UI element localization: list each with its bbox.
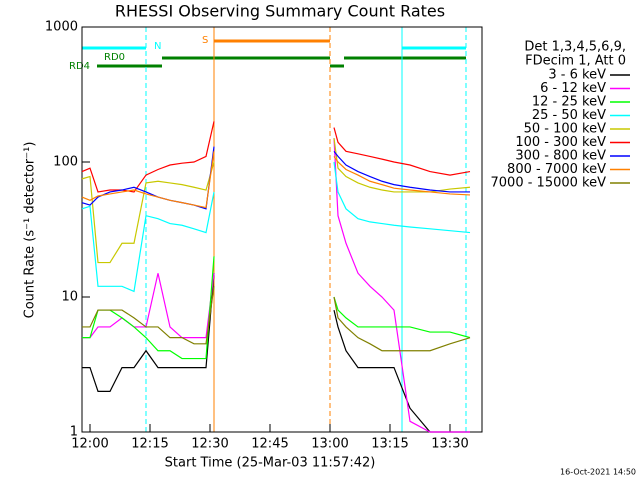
legend-label: 300 - 800 keV — [515, 149, 606, 164]
flag-label: N — [154, 41, 161, 52]
legend-label: 12 - 25 keV — [532, 95, 606, 110]
series-line — [81, 146, 215, 210]
x-axis-label: Start Time (25-Mar-03 11:57:42) — [165, 456, 376, 471]
chart-title: RHESSI Observing Summary Count Rates — [115, 2, 445, 21]
series-line — [82, 273, 215, 392]
y-axis-label: Count Rate (s⁻¹ detector⁻¹) — [23, 142, 38, 319]
flag-label: RD0 — [104, 52, 125, 63]
legend-title: Det 1,3,4,5,6,9, — [524, 40, 626, 55]
legend-label: 3 - 6 keV — [548, 68, 606, 83]
y-tick-label: 100 — [53, 155, 78, 170]
series-line — [333, 161, 471, 234]
x-tick-label: 12:15 — [131, 437, 168, 452]
y-tick-label: 1000 — [45, 20, 78, 35]
flag-label: RD4 — [69, 61, 90, 72]
series-line — [81, 191, 215, 293]
series-line — [81, 151, 215, 209]
x-tick-label: 13:30 — [431, 437, 468, 452]
event-lines — [81, 27, 467, 432]
series-line — [333, 296, 471, 352]
legend-label: 100 - 300 keV — [515, 135, 606, 150]
legend-label: 6 - 12 keV — [540, 81, 606, 96]
x-tick-label: 12:45 — [251, 437, 288, 452]
legend-label: 50 - 100 keV — [524, 122, 607, 137]
footer: 16-Oct-2021 14:50 — [560, 468, 636, 477]
y-tick-label: 10 — [61, 290, 78, 305]
series-line — [333, 138, 470, 433]
series-line — [81, 121, 215, 193]
legend-label: 800 - 7000 keV — [507, 162, 606, 177]
flag-bars — [82, 39, 466, 68]
series-line — [333, 127, 471, 176]
series-line — [333, 150, 470, 193]
series-line — [82, 286, 215, 345]
legend-title: FDecim 1, Att 0 — [525, 54, 626, 69]
x-tick-label: 13:15 — [371, 437, 408, 452]
series-line — [81, 161, 215, 264]
x-tick-label: 13:00 — [311, 437, 348, 452]
flag-label: S — [202, 35, 208, 46]
x-tick-label: 12:00 — [71, 437, 108, 452]
y-tick-label: 1 — [70, 425, 78, 440]
x-tick-label: 12:30 — [191, 437, 228, 452]
series-line — [82, 273, 215, 339]
plot-frame — [81, 26, 483, 433]
series-line — [333, 296, 471, 339]
legend-label: 25 - 50 keV — [532, 108, 606, 123]
legend-label: 7000 - 15000 keV — [491, 176, 607, 191]
series-line — [333, 156, 471, 196]
